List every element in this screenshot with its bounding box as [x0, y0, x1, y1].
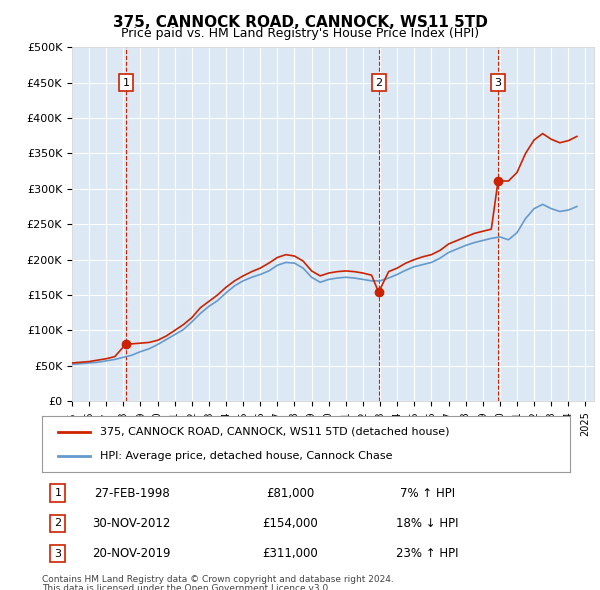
Text: 3: 3: [55, 549, 61, 559]
Text: 7% ↑ HPI: 7% ↑ HPI: [400, 487, 455, 500]
Text: £311,000: £311,000: [262, 547, 318, 560]
Text: 20-NOV-2019: 20-NOV-2019: [92, 547, 171, 560]
Text: Price paid vs. HM Land Registry's House Price Index (HPI): Price paid vs. HM Land Registry's House …: [121, 27, 479, 40]
Text: Contains HM Land Registry data © Crown copyright and database right 2024.: Contains HM Land Registry data © Crown c…: [42, 575, 394, 584]
Text: 23% ↑ HPI: 23% ↑ HPI: [396, 547, 458, 560]
Text: 2: 2: [375, 78, 382, 87]
Text: 27-FEB-1998: 27-FEB-1998: [94, 487, 170, 500]
Text: 1: 1: [122, 78, 130, 87]
Text: 18% ↓ HPI: 18% ↓ HPI: [396, 517, 458, 530]
Text: 1: 1: [55, 489, 61, 498]
Text: This data is licensed under the Open Government Licence v3.0.: This data is licensed under the Open Gov…: [42, 584, 331, 590]
Text: 375, CANNOCK ROAD, CANNOCK, WS11 5TD: 375, CANNOCK ROAD, CANNOCK, WS11 5TD: [113, 15, 487, 30]
Text: 375, CANNOCK ROAD, CANNOCK, WS11 5TD (detached house): 375, CANNOCK ROAD, CANNOCK, WS11 5TD (de…: [100, 427, 449, 437]
Text: 3: 3: [494, 78, 502, 87]
Text: 30-NOV-2012: 30-NOV-2012: [92, 517, 171, 530]
Text: £154,000: £154,000: [262, 517, 318, 530]
Text: £81,000: £81,000: [266, 487, 314, 500]
Text: HPI: Average price, detached house, Cannock Chase: HPI: Average price, detached house, Cann…: [100, 451, 392, 461]
Text: 2: 2: [54, 519, 61, 529]
